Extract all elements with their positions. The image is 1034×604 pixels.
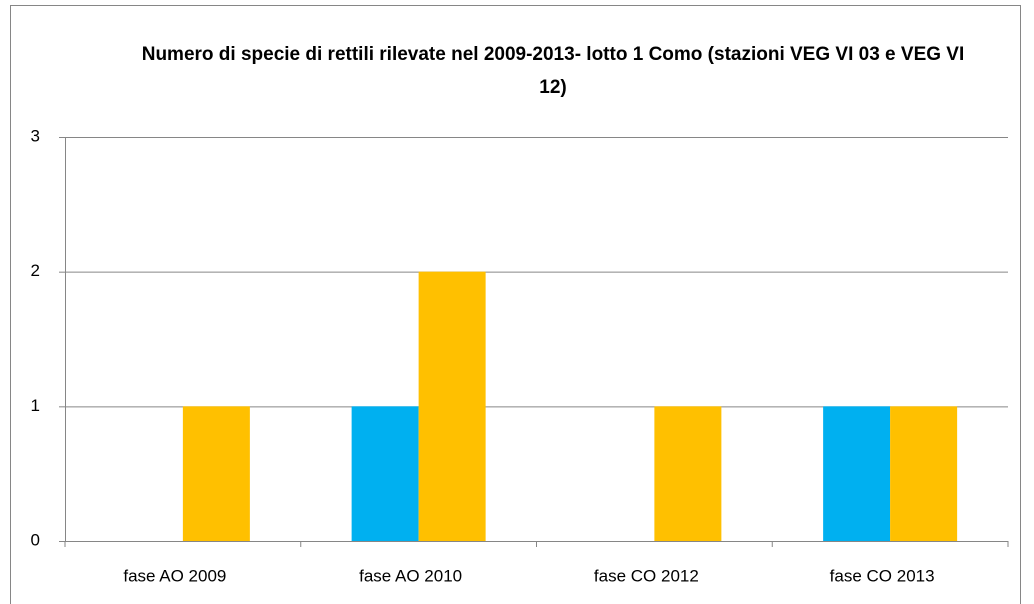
x-tick-label: fase CO 2012 <box>594 566 699 585</box>
x-tick-label: fase CO 2013 <box>830 566 935 585</box>
y-tick-label: 0 <box>31 530 40 549</box>
x-tick-label: fase AO 2010 <box>359 566 462 585</box>
bar <box>890 406 958 541</box>
bar <box>654 406 722 541</box>
bar <box>351 406 419 541</box>
y-tick-label: 2 <box>31 261 40 280</box>
bar <box>823 406 891 541</box>
x-tick-label: fase AO 2009 <box>123 566 226 585</box>
chart-title: Numero di specie di rettili rilevate nel… <box>141 44 965 98</box>
bar <box>418 271 486 541</box>
y-tick-label: 3 <box>31 126 40 145</box>
y-tick-label: 1 <box>31 396 40 415</box>
bar <box>182 406 250 541</box>
